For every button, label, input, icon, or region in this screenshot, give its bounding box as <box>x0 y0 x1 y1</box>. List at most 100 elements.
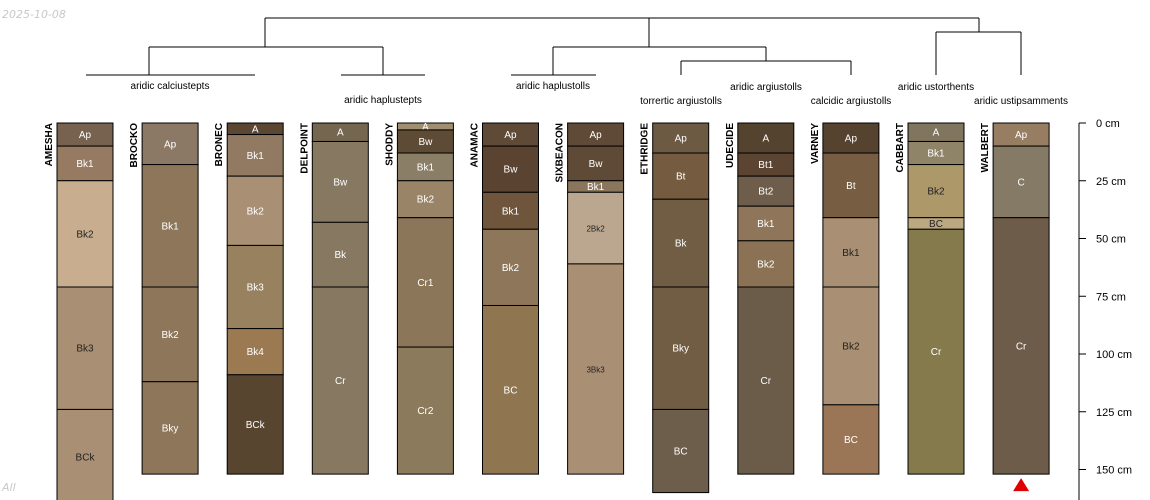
axis-tick-label: 50 cm <box>1096 234 1126 246</box>
horizon-label: Bk1 <box>842 248 860 259</box>
horizon-label: Bk1 <box>757 219 775 230</box>
profile-name: VARNEY <box>810 123 821 164</box>
horizon-label: A <box>422 122 429 133</box>
axis-tick-label: 150 cm <box>1096 465 1132 477</box>
axis-tick-label: 25 cm <box>1096 176 1126 188</box>
profile-cabbart: CABBART A Bk1 Bk2 BC Cr <box>895 122 965 475</box>
horizon <box>396 152 454 182</box>
horizon <box>992 217 1050 475</box>
axis-tick-label: 75 cm <box>1096 291 1126 303</box>
horizon-label: 2Bk2 <box>586 225 605 234</box>
profile-name: ETHRIDGE <box>640 123 651 175</box>
profile-walbert: WALBERT Ap C Cr <box>980 122 1050 475</box>
horizon-label: Bk <box>334 250 347 261</box>
horizon <box>56 408 114 500</box>
horizon <box>396 180 454 219</box>
dendrogram-branch <box>680 60 852 75</box>
profile-shoddy: SHODDY A Bw Bk1 Bk2 Cr1 Cr2 <box>384 122 454 475</box>
horizon <box>822 217 880 288</box>
horizon-label: BC <box>674 447 688 458</box>
horizon-label: Bk1 <box>76 159 94 170</box>
horizon <box>311 221 369 288</box>
profile-name: WALBERT <box>980 123 991 172</box>
depth-marker-triangle <box>1013 478 1030 492</box>
taxa-label: aridic ustorthents <box>898 82 974 93</box>
horizon-label: Bt <box>846 181 856 192</box>
horizon-label: Bk3 <box>76 344 94 355</box>
profile-varney: VARNEY Ap Bt Bk1 Bk2 BC <box>810 122 880 475</box>
horizon-label: Bky <box>672 344 689 355</box>
dendrogram-branch <box>264 17 980 47</box>
horizon-label: Ap <box>79 130 92 141</box>
dendrogram <box>148 17 1022 75</box>
horizon-label: Bw <box>418 137 433 148</box>
taxa-label: aridic haplustepts <box>344 95 422 106</box>
horizon <box>141 286 199 383</box>
profile-name: SHODDY <box>384 123 395 166</box>
horizon <box>737 175 795 207</box>
horizon <box>56 180 114 288</box>
horizon <box>652 122 710 154</box>
horizon-label: Bk1 <box>161 221 179 232</box>
depth-axis: 0 cm 25 cm 50 cm 75 cm 100 cm 125 cm 150 cm <box>1078 118 1132 500</box>
horizon <box>311 286 369 475</box>
horizon-label: C <box>1017 177 1024 188</box>
horizon <box>226 134 284 177</box>
profile-amesha: AMESHA Ap Bk1 Bk2 Bk3 BCk <box>44 122 114 500</box>
horizon-label: Ap <box>675 134 688 145</box>
profile-anamac: ANAMAC Ap Bw Bk1 Bk2 BC <box>470 122 539 475</box>
taxa-label: calcidic argiustolls <box>811 96 892 107</box>
horizon <box>822 404 880 475</box>
profile-name: BRONEC <box>214 123 225 166</box>
horizon-label: BC <box>844 435 858 446</box>
horizon-label: A <box>762 134 769 145</box>
axis-tick-label: 0 cm <box>1096 118 1120 130</box>
horizon <box>737 122 795 154</box>
horizon-label: Bw <box>333 177 348 188</box>
profile-brocko: BROCKO Ap Bk1 Bk2 Bky <box>129 122 199 475</box>
profile-udecide: UDECIDE A Bt1 Bt2 Bk1 Bk2 Cr <box>725 122 795 475</box>
axis-tick-label: 125 cm <box>1096 407 1132 419</box>
horizon-label: Bk2 <box>417 195 435 206</box>
horizon-label: Cr2 <box>417 406 434 417</box>
dendrogram-branch <box>148 46 384 75</box>
horizon-label: Bt <box>676 172 686 183</box>
horizon <box>652 408 710 494</box>
horizon-label: Ap <box>589 130 602 141</box>
profile-name: SIXBEACON <box>555 123 566 182</box>
horizon <box>396 217 454 348</box>
horizon-label: Bk <box>675 239 688 250</box>
taxa-labels: aridic calciustepts aridic haplustepts a… <box>131 81 1068 107</box>
horizon-label: Bk4 <box>247 347 265 358</box>
corner-label: All <box>2 481 16 494</box>
horizon-label: Cr <box>335 376 346 387</box>
horizon-label: BC <box>504 385 518 396</box>
horizon-label: Bw <box>589 159 604 170</box>
profile-name: DELPOINT <box>299 123 310 174</box>
horizon-label: Bk1 <box>927 149 945 160</box>
horizon-label: Bk2 <box>927 187 945 198</box>
horizon-label: BCk <box>76 452 96 463</box>
taxa-label: aridic ustipsamments <box>974 96 1068 107</box>
horizon-label: Ap <box>164 139 177 150</box>
horizon-label: BC <box>929 219 943 230</box>
profile-bronec: BRONEC A Bk1 Bk2 Bk3 Bk4 BCk <box>214 122 284 475</box>
horizon-label: Bk3 <box>247 283 265 294</box>
horizon-label: Ap <box>845 134 858 145</box>
axis-tick-label: 100 cm <box>1096 349 1132 361</box>
horizon <box>567 145 625 182</box>
taxa-label: torrertic argiustolls <box>640 96 722 107</box>
horizon-label: Bt1 <box>758 160 773 171</box>
horizon-label: Cr <box>761 376 772 387</box>
profile-name: ANAMAC <box>470 123 481 167</box>
horizon <box>482 228 539 306</box>
marker-layer <box>1013 478 1030 492</box>
horizon-label: BCk <box>246 420 266 431</box>
horizon <box>226 374 284 475</box>
profile-name: BROCKO <box>129 123 140 168</box>
horizon-label: Bk2 <box>76 229 94 240</box>
horizon-label: Cr <box>931 347 942 358</box>
horizon <box>396 346 454 475</box>
